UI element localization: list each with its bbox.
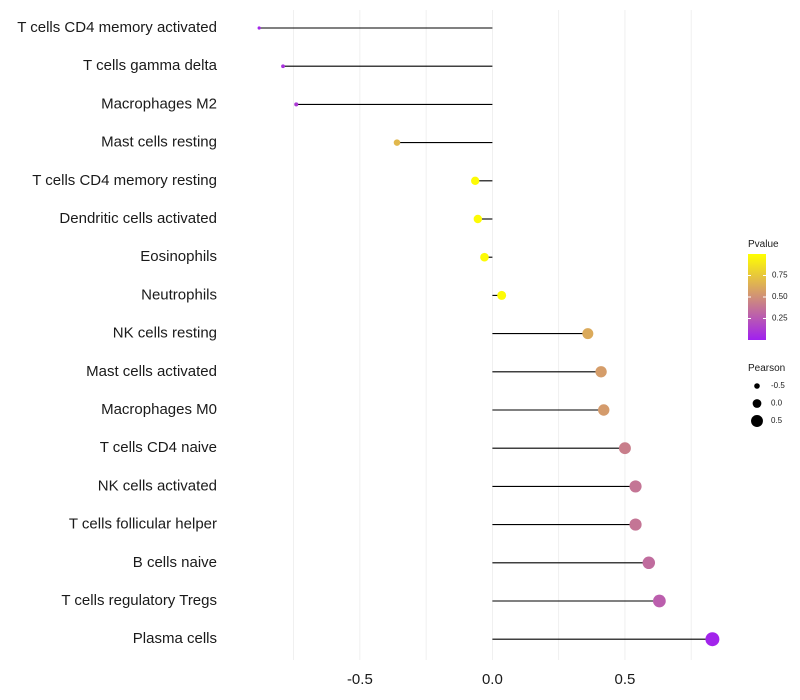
lollipop-point	[281, 64, 285, 69]
size-legend-label: -0.5	[771, 381, 785, 390]
x-tick-label: -0.5	[347, 671, 373, 688]
size-legend-point	[751, 415, 763, 427]
category-label: Neutrophils	[141, 286, 217, 303]
x-axis: -0.5 0.0 0.5	[347, 671, 635, 688]
lollipop-point	[393, 139, 401, 146]
size-legend-label: 0.5	[771, 416, 783, 425]
category-label: B cells naive	[133, 554, 217, 571]
lollipop-point	[294, 102, 299, 107]
lollipop-point	[642, 556, 656, 570]
points	[257, 26, 720, 647]
category-label: T cells follicular helper	[69, 516, 217, 533]
category-label: Eosinophils	[140, 248, 217, 265]
legend: Pvalue 0.75 0.50 0.25 Pearson -0.5 0.0 0.5	[748, 239, 788, 427]
lollipop-point	[497, 290, 507, 300]
lollipop-point	[629, 480, 642, 493]
lollipop-point	[257, 26, 261, 30]
category-label: T cells CD4 naive	[100, 439, 217, 456]
category-label: NK cells resting	[113, 325, 217, 342]
category-label: T cells gamma delta	[83, 57, 218, 74]
category-label: T cells CD4 memory activated	[17, 19, 217, 36]
size-legend-point	[754, 383, 760, 389]
lollipop-point	[471, 176, 480, 185]
lollipop-point	[582, 328, 594, 340]
color-legend-tick-label: 0.50	[772, 292, 788, 301]
size-legend-point	[752, 399, 762, 408]
gridlines	[293, 10, 692, 660]
category-label: Macrophages M2	[101, 95, 217, 112]
y-axis: T cells CD4 memory activated T cells gamm…	[17, 19, 217, 647]
color-legend-title: Pvalue	[748, 239, 779, 250]
category-label: Mast cells resting	[101, 134, 217, 151]
category-label: T cells CD4 memory resting	[32, 172, 217, 189]
color-legend-bar	[748, 254, 766, 340]
category-label: T cells regulatory Tregs	[61, 592, 217, 609]
lollipop-point	[480, 252, 489, 262]
lollipop-point	[705, 632, 720, 647]
category-label: NK cells activated	[98, 477, 217, 494]
category-label: Mast cells activated	[86, 363, 217, 380]
lollipop-point	[473, 214, 483, 224]
lollipop-point	[598, 404, 610, 416]
size-legend-title: Pearson	[748, 363, 785, 374]
stems	[259, 27, 713, 640]
category-label: Dendritic cells activated	[59, 210, 217, 227]
color-legend-tick-label: 0.25	[772, 314, 788, 323]
x-tick-label: 0.5	[615, 671, 636, 688]
lollipop-point	[618, 442, 631, 455]
category-label: Plasma cells	[133, 630, 217, 647]
lollipop-point	[653, 594, 666, 608]
lollipop-point	[595, 366, 607, 378]
color-legend-tick-label: 0.75	[772, 271, 788, 280]
x-tick-label: 0.0	[482, 671, 503, 688]
lollipop-point	[629, 518, 642, 531]
size-legend-label: 0.0	[771, 399, 783, 408]
category-label: Macrophages M0	[101, 401, 217, 418]
